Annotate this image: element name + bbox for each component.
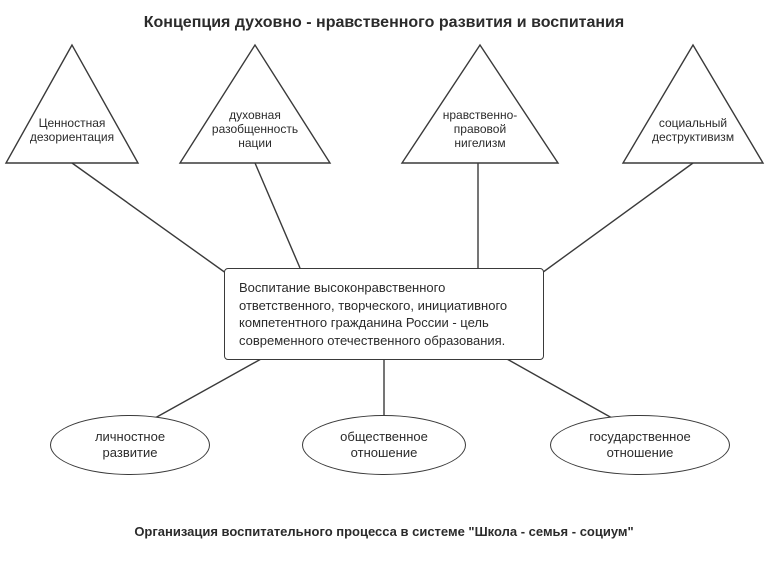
ellipse-node-e3: государственное отношение [550,415,730,475]
connector [498,354,612,418]
connector [255,163,300,268]
title-top: Концепция духовно - нравственного развит… [0,14,768,32]
triangle-node-t4 [623,45,763,163]
diagram-stage: Концепция духовно - нравственного развит… [0,0,768,561]
connector [72,163,244,286]
triangle-label-t4: социальный деструктивизм [638,117,748,145]
triangle-label-t2: духовная разобщенность нации [197,109,313,150]
triangle-label-t1: Ценностная дезориентация [22,117,122,145]
triangle-node-t1 [6,45,138,163]
title-bottom: Организация воспитательного процесса в с… [0,524,768,539]
center-goal-box: Воспитание высоконравственного ответстве… [224,268,544,360]
connector [524,163,693,286]
ellipse-node-e1: личностное развитие [50,415,210,475]
connector [155,354,270,418]
ellipse-node-e2: общественное отношение [302,415,466,475]
triangle-label-t3: нравственно- правовой нигелизм [422,109,538,150]
